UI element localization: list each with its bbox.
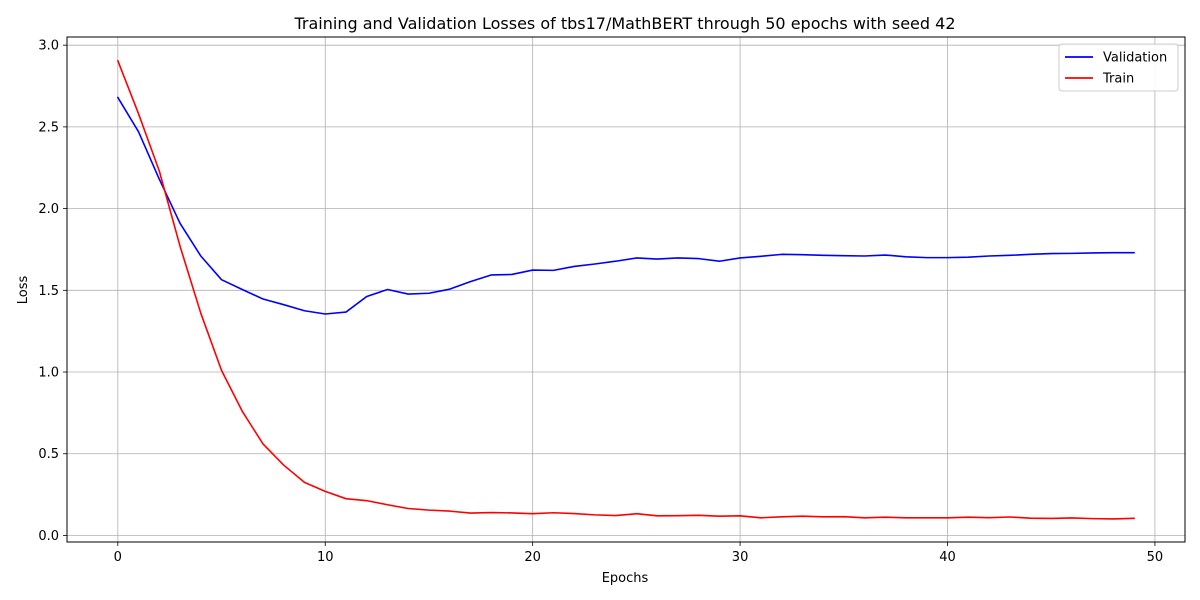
y-axis-label: Loss [16, 276, 31, 305]
y-tick-label: 2.5 [38, 120, 59, 135]
legend-box [1058, 43, 1179, 92]
x-tick-label: 20 [524, 550, 541, 565]
y-tick-label: 0.5 [38, 447, 59, 462]
y-tick-label: 0.0 [38, 529, 59, 544]
grid-lines [67, 37, 1185, 542]
series-line-train [117, 59, 1135, 520]
y-tick-label: 2.0 [38, 202, 59, 217]
x-tick-label: 50 [1147, 550, 1164, 565]
y-tick-label: 1.5 [38, 284, 59, 299]
series-lines [117, 59, 1135, 520]
legend-label-train: Train [1102, 72, 1134, 87]
plot-frame [66, 36, 1186, 543]
chart-title: Training and Validation Losses of tbs17/… [293, 14, 955, 33]
y-tick-label: 1.0 [38, 366, 59, 381]
series-line-validation [117, 96, 1135, 315]
x-axis-label: Epochs [602, 571, 649, 586]
x-tick-label: 40 [939, 550, 956, 565]
axis-ticks: 0 10 20 30 40 50 0.0 0.5 1.0 1.5 2.0 2.5 3.0 [38, 39, 1163, 565]
x-tick-label: 30 [732, 550, 749, 565]
x-tick-label: 0 [114, 550, 122, 565]
legend-label-validation: Validation [1103, 51, 1167, 66]
legend: Validation Train [1058, 43, 1179, 92]
y-tick-label: 3.0 [38, 39, 59, 54]
x-tick-label: 10 [317, 550, 334, 565]
